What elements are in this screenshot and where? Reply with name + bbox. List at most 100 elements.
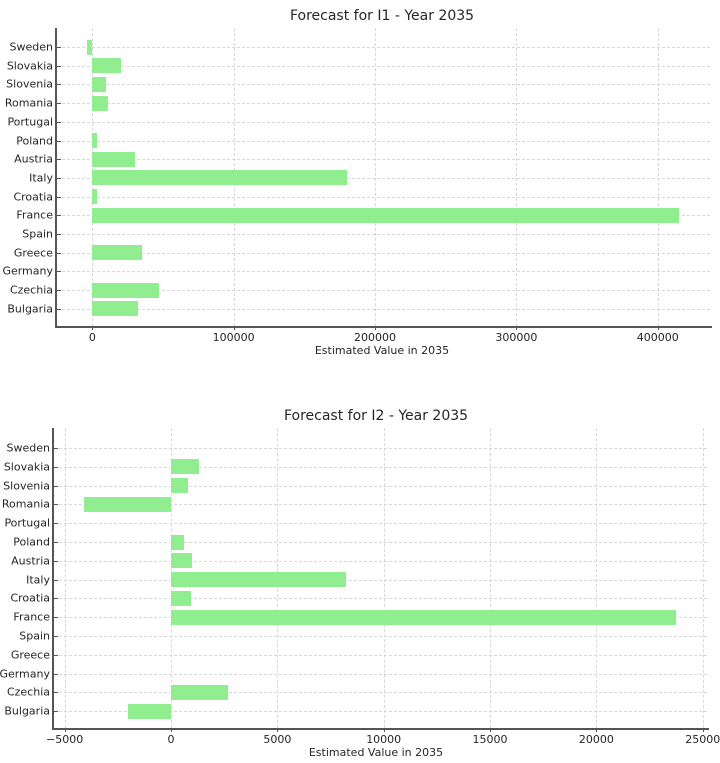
x-tick-label: 0: [88, 331, 96, 344]
y-tick-label: Austria: [14, 152, 53, 166]
y-tick: [54, 560, 58, 562]
y-tick-label: Croatia: [13, 190, 53, 204]
grid-line-horizontal: [54, 560, 707, 562]
x-tick: [702, 728, 704, 732]
x-tick-label: −5000: [46, 733, 84, 746]
x-tick-label: 300000: [495, 331, 538, 344]
bar-greece: [92, 245, 142, 261]
bar-france: [92, 207, 679, 223]
grid-line-horizontal: [57, 159, 710, 161]
y-tick-label: Czechia: [6, 685, 50, 699]
y-tick: [54, 617, 58, 619]
y-tick-label: Slovakia: [6, 59, 53, 73]
y-tick: [54, 523, 58, 525]
x-tick: [170, 728, 172, 732]
grid-line-horizontal: [54, 542, 707, 543]
x-axis-title: Estimated Value in 2035: [308, 746, 444, 759]
y-tick-label: Austria: [11, 554, 50, 568]
y-tick: [57, 308, 61, 310]
x-tick-label: 400000: [636, 331, 679, 344]
y-tick-label: Italy: [29, 171, 53, 185]
y-tick-label: Germany: [2, 264, 53, 278]
y-tick: [57, 252, 61, 254]
y-tick: [54, 711, 58, 713]
y-tick: [57, 84, 61, 86]
grid-line-vertical: [702, 428, 704, 728]
x-tick: [657, 326, 659, 330]
y-tick-label: Slovakia: [3, 460, 50, 474]
grid-line-horizontal: [54, 579, 707, 581]
x-tick: [490, 728, 492, 732]
grid-line-vertical: [596, 428, 598, 728]
x-tick: [277, 728, 279, 732]
y-tick: [57, 65, 61, 67]
bar-czechia: [170, 684, 229, 700]
y-tick-label: Spain: [22, 227, 53, 241]
y-tick: [57, 47, 61, 48]
grid-line-horizontal: [57, 140, 710, 142]
grid-line-horizontal: [57, 234, 710, 235]
x-axis-title: Estimated Value in 2035: [314, 344, 450, 357]
bar-bulgaria: [92, 301, 138, 317]
y-tick: [54, 598, 58, 600]
y-tick: [57, 196, 61, 198]
y-tick: [57, 177, 61, 179]
y-tick: [57, 103, 61, 105]
y-tick: [57, 215, 61, 217]
x-tick: [233, 326, 235, 330]
bar-slovakia: [92, 58, 121, 74]
y-tick: [57, 234, 61, 235]
y-tick-label: Spain: [19, 629, 50, 643]
y-tick-label: France: [16, 208, 53, 222]
bar-sweden: [86, 39, 93, 55]
x-tick: [375, 326, 377, 330]
bar-poland: [170, 534, 184, 550]
grid-line-horizontal: [57, 252, 710, 254]
grid-line-horizontal: [57, 290, 710, 292]
grid-line-horizontal: [57, 308, 710, 310]
bar-austria: [92, 151, 135, 167]
grid-line-vertical: [383, 428, 385, 728]
grid-line-horizontal: [57, 103, 710, 105]
y-tick: [54, 636, 58, 637]
x-tick: [383, 728, 385, 732]
y-tick-label: Sweden: [6, 441, 50, 455]
bar-slovenia: [170, 478, 188, 494]
bar-poland: [92, 133, 97, 148]
grid-line-horizontal: [54, 598, 707, 600]
y-tick: [57, 290, 61, 292]
y-tick-label: Romania: [4, 96, 53, 110]
grid-line-horizontal: [57, 65, 710, 67]
y-tick: [57, 121, 61, 123]
x-tick-label: 20000: [578, 733, 614, 746]
y-tick: [54, 692, 58, 694]
y-tick: [54, 654, 58, 656]
x-tick: [596, 728, 598, 732]
x-tick-label: 5000: [263, 733, 292, 746]
y-tick-label: France: [13, 610, 50, 624]
grid-line-horizontal: [54, 448, 707, 449]
bar-bulgaria: [128, 703, 171, 719]
x-tick-label: 100000: [212, 331, 255, 344]
y-tick: [54, 485, 58, 487]
bar-italy: [92, 170, 347, 186]
y-tick: [54, 579, 58, 581]
grid-line-horizontal: [54, 711, 707, 713]
y-tick-label: Greece: [13, 246, 53, 260]
x-tick-label: 200000: [354, 331, 397, 344]
y-tick-label: Poland: [13, 535, 50, 549]
grid-line-vertical: [64, 428, 66, 728]
grid-line-horizontal: [57, 196, 710, 198]
y-tick: [54, 673, 58, 675]
grid-line-horizontal: [54, 636, 707, 637]
y-tick-label: Slovenia: [3, 479, 50, 493]
y-tick: [57, 140, 61, 142]
y-tick-label: Croatia: [10, 591, 50, 605]
bar-france: [170, 609, 677, 625]
bar-croatia: [92, 189, 97, 205]
x-tick: [64, 728, 66, 732]
chart-title: Forecast for I1 - Year 2035: [289, 8, 475, 24]
bar-czechia: [92, 282, 159, 298]
grid-line-vertical: [375, 28, 377, 326]
